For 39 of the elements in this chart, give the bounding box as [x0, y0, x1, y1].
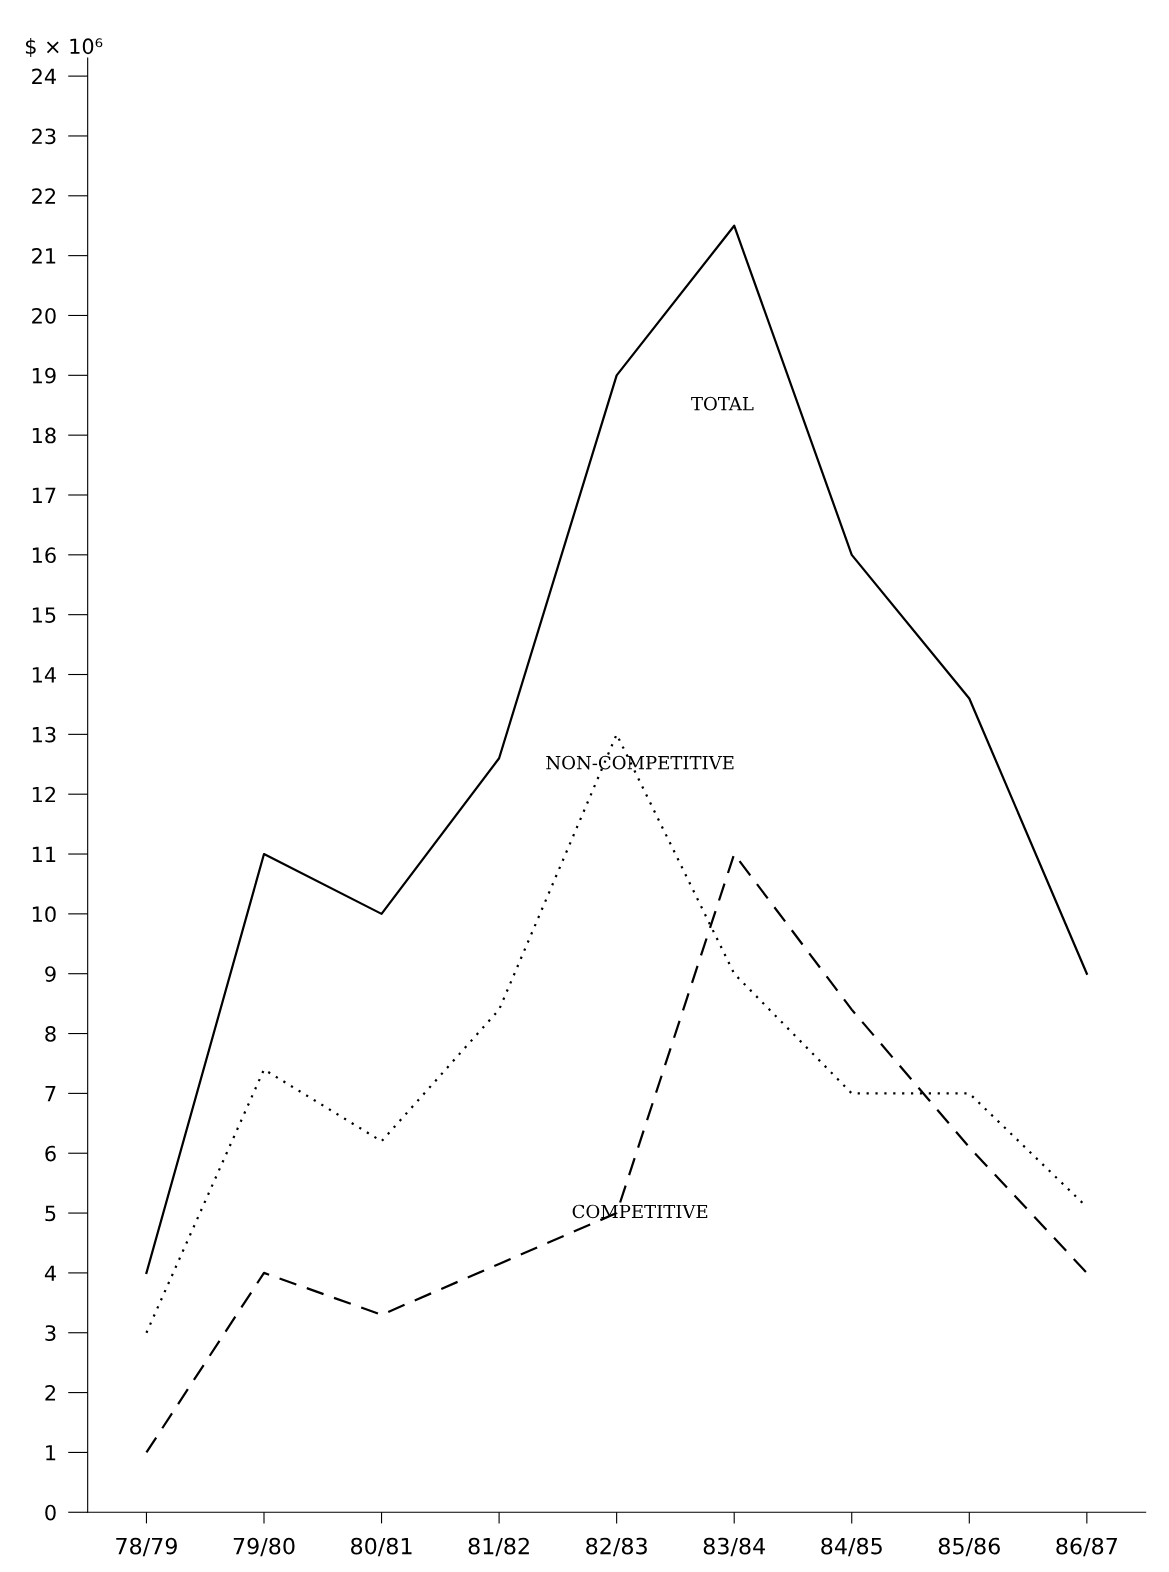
series-label: COMPETITIVE: [572, 1204, 708, 1219]
y-tick-label: 23: [32, 128, 56, 145]
y-tick-label: 17: [32, 487, 56, 503]
y-tick-label: 13: [32, 726, 56, 743]
y-tick-label: 16: [32, 547, 56, 564]
x-tick-label: 83/84: [703, 1537, 765, 1557]
y-tick-label: 5: [45, 1205, 56, 1222]
y-tick-label: 11: [32, 846, 56, 862]
y-tick-label: 22: [32, 188, 56, 204]
x-tick-label: 82/83: [586, 1537, 647, 1557]
y-tick-label: 18: [32, 427, 56, 444]
x-tick-label: 86/87: [1056, 1537, 1117, 1557]
text: TOTAL: [691, 396, 754, 411]
y-tick-label: 12: [32, 786, 56, 803]
x-tick-label: 79/80: [233, 1537, 295, 1557]
x-tick-label: 80/81: [351, 1537, 412, 1557]
y-tick-label: 14: [32, 667, 56, 683]
series-label: NON-COMPETITIVE: [546, 755, 734, 770]
y-tick-label: 21: [32, 248, 56, 264]
y-tick-label: 4: [44, 1265, 56, 1281]
y-tick-label: 19: [32, 367, 56, 384]
x-tick-label: 81/82: [468, 1537, 529, 1557]
y-tick-label: 15: [32, 607, 56, 623]
x-tick-label: 78/79: [116, 1537, 177, 1557]
x-tick-label: 85/86: [938, 1537, 1000, 1557]
x-tick-label: 84/85: [821, 1537, 882, 1557]
y-axis-title: $ × 10⁶: [25, 38, 103, 57]
y-tick-label: 24: [32, 68, 56, 85]
line-series: [145, 224, 1088, 1275]
y-tick-label: 3: [45, 1325, 56, 1341]
y-tick-label: 0: [45, 1504, 56, 1521]
y-tick-label: 10: [32, 906, 56, 923]
y-tick-label: 1: [46, 1445, 56, 1461]
y-tick-label: 9: [45, 966, 56, 982]
y-tick-label: 8: [45, 1026, 56, 1042]
y-tick-label: 20: [32, 307, 56, 324]
y-tick-label: 7: [45, 1086, 56, 1102]
y-tick-label: 2: [45, 1385, 56, 1401]
y-tick-label: 6: [45, 1145, 56, 1162]
